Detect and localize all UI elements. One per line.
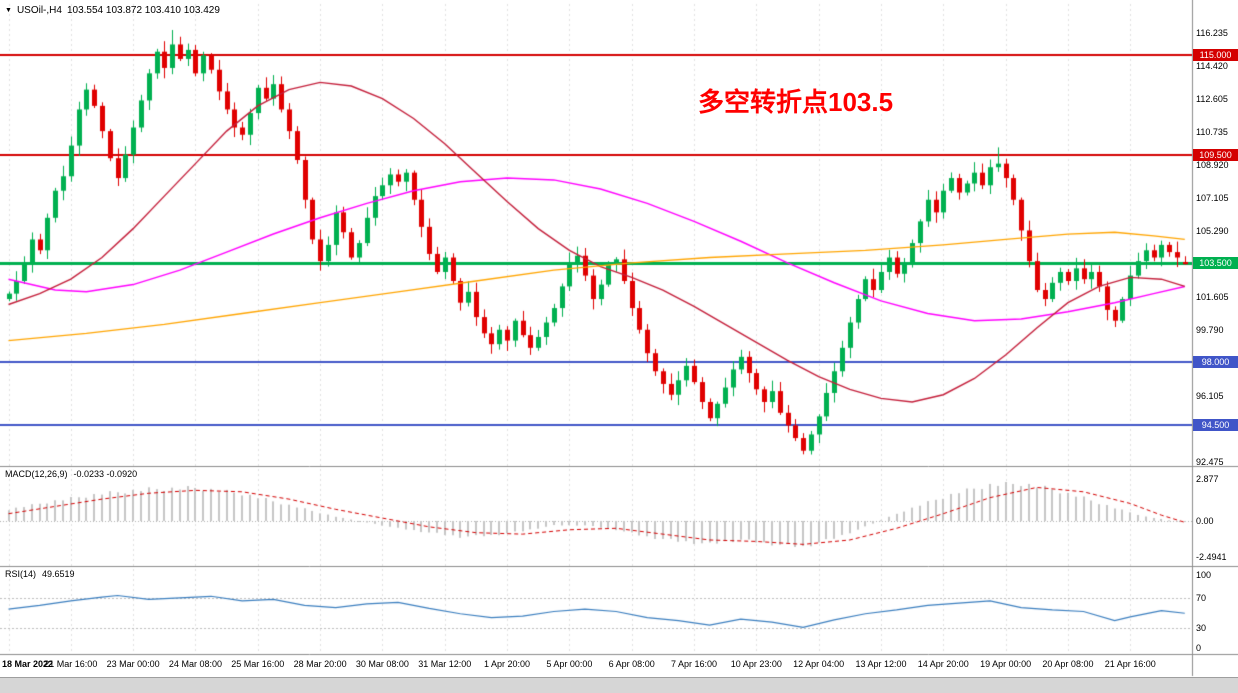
price-tick-label: 114.420 bbox=[1196, 60, 1228, 71]
time-axis-label: 7 Apr 16:00 bbox=[670, 659, 718, 669]
time-axis-label: 20 Apr 08:00 bbox=[1042, 659, 1094, 669]
time-axis-label: 19 Apr 00:00 bbox=[980, 659, 1032, 669]
rsi-name: RSI(14) bbox=[5, 569, 37, 579]
quote-ohlc-label: 103.554 103.872 103.410 103.429 bbox=[66, 5, 220, 16]
horizontal-scrollbar[interactable] bbox=[0, 677, 1238, 693]
price-tick-label: 92.475 bbox=[1196, 457, 1224, 467]
price-tick-label: 108.920 bbox=[1196, 160, 1229, 171]
rsi-value: 49.6519 bbox=[42, 569, 75, 579]
macd-indicator-label: MACD(12,26,9) -0.0233 -0.0920 bbox=[5, 469, 137, 479]
chart-annotation-text[interactable]: 多空转折点103.5 bbox=[698, 87, 894, 117]
macd-tick-label: 2.877 bbox=[1196, 474, 1219, 484]
rsi-tick-label: 30 bbox=[1196, 623, 1207, 634]
rsi-tick-label: 70 bbox=[1196, 592, 1207, 603]
macd-values: -0.0233 -0.0920 bbox=[73, 469, 138, 479]
time-axis-label: 21 Apr 16:00 bbox=[1104, 659, 1156, 669]
time-axis-label: 21 Mar 16:00 bbox=[44, 659, 98, 669]
rsi-tick-label: 0 bbox=[1196, 643, 1202, 653]
macd-name: MACD(12,26,9) bbox=[5, 469, 68, 479]
price-tick-label: 96.105 bbox=[1196, 391, 1224, 402]
time-axis[interactable]: 18 Mar 2022 21 Mar 16:00 23 Mar 00:00 24 Ma… bbox=[0, 655, 1192, 676]
macd-tick-label: -2.4941 bbox=[1196, 552, 1227, 563]
time-axis-label: 23 Mar 00:00 bbox=[106, 659, 160, 669]
macd-tick-label: 0.00 bbox=[1196, 516, 1214, 526]
time-axis-label: 10 Apr 23:00 bbox=[730, 659, 782, 669]
price-axis[interactable]: 116.235 114.420 112.605 110.735 108.920 107.1… bbox=[1193, 0, 1238, 655]
price-tick-label: 105.290 bbox=[1196, 225, 1229, 236]
price-level-badge: 109.500 bbox=[1193, 148, 1238, 161]
time-axis-label: 31 Mar 12:00 bbox=[418, 659, 472, 669]
time-axis-label: 13 Apr 12:00 bbox=[855, 659, 907, 669]
time-axis-label: 30 Mar 08:00 bbox=[355, 659, 409, 669]
chart-header: ▼ USOil-,H4 103.554 103.872 103.410 103.… bbox=[5, 5, 220, 16]
rsi-indicator-label: RSI(14) 49.6519 bbox=[5, 569, 75, 579]
price-tick-label: 110.735 bbox=[1196, 127, 1228, 138]
time-axis-label: 18 Mar 2022 bbox=[2, 659, 54, 669]
symbol-dropdown-icon[interactable]: ▼ bbox=[5, 6, 12, 14]
time-axis-label: 5 Apr 00:00 bbox=[546, 659, 593, 669]
price-level-badge: 94.500 bbox=[1193, 419, 1238, 432]
time-axis-label: 24 Mar 08:00 bbox=[168, 659, 222, 669]
rsi-tick-label: 100 bbox=[1196, 570, 1212, 580]
price-tick-label: 99.790 bbox=[1196, 324, 1224, 335]
time-axis-label: 1 Apr 20:00 bbox=[484, 659, 531, 669]
time-axis-label: 6 Apr 08:00 bbox=[608, 659, 655, 669]
time-axis-label: 25 Mar 16:00 bbox=[231, 659, 285, 669]
time-axis-label: 14 Apr 20:00 bbox=[917, 659, 969, 669]
time-axis-label: 28 Mar 20:00 bbox=[293, 659, 347, 669]
price-tick-label: 112.605 bbox=[1196, 93, 1228, 104]
time-axis-label: 12 Apr 04:00 bbox=[793, 659, 845, 669]
symbol-timeframe-label: USOil-,H4 bbox=[16, 5, 62, 16]
price-tick-label: 107.105 bbox=[1196, 192, 1229, 203]
price-level-badge: 115.000 bbox=[1193, 49, 1238, 62]
price-level-badge: 103.500 bbox=[1193, 256, 1238, 269]
price-tick-label: 101.605 bbox=[1196, 292, 1229, 303]
price-level-badge: 98.000 bbox=[1193, 356, 1238, 369]
price-tick-label: 116.235 bbox=[1196, 28, 1228, 38]
